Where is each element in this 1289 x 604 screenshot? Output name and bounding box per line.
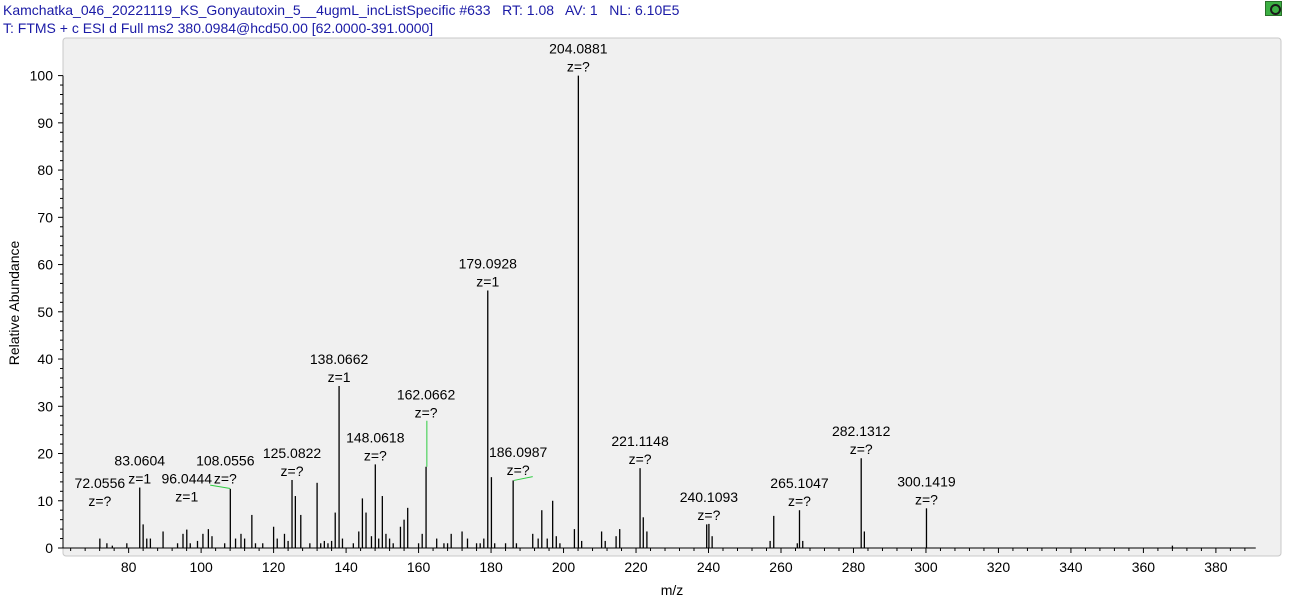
- peak-mz-label: 125.0822: [263, 445, 322, 461]
- peak-mz-label: 300.1419: [897, 473, 956, 489]
- peak-charge-label: z=1: [476, 274, 499, 290]
- peak-mz-label: 204.0881: [549, 41, 608, 57]
- peak-charge-label: z=?: [567, 59, 590, 75]
- x-tick-label: 140: [334, 559, 358, 575]
- peak-charge-label: z=1: [328, 369, 351, 385]
- peak-charge-label: z=?: [507, 462, 530, 478]
- y-tick-label: 40: [37, 351, 53, 367]
- x-tick-label: 300: [914, 559, 938, 575]
- peak-charge-label: z=?: [364, 447, 387, 463]
- x-tick-label: 120: [262, 559, 286, 575]
- y-tick-label: 10: [37, 493, 53, 509]
- x-tick-label: 100: [189, 559, 213, 575]
- x-tick-label: 280: [842, 559, 866, 575]
- peak-mz-label: 72.0556: [75, 475, 126, 491]
- y-tick-label: 100: [30, 68, 54, 84]
- y-tick-label: 70: [37, 209, 53, 225]
- y-axis-label: Relative Abundance: [6, 241, 22, 366]
- peak-charge-label: z=1: [128, 471, 151, 487]
- plot-area: [62, 37, 1282, 557]
- peak-mz-label: 240.1093: [680, 489, 739, 505]
- settings-gear-icon[interactable]: [1265, 1, 1282, 16]
- y-tick-label: 0: [45, 540, 53, 556]
- y-tick-label: 20: [37, 446, 53, 462]
- peak-mz-label: 148.0618: [346, 429, 405, 445]
- x-tick-label: 260: [769, 559, 793, 575]
- peak-charge-label: z=?: [788, 493, 811, 509]
- label-leader-line: [513, 476, 533, 481]
- peak-charge-label: z=?: [850, 441, 873, 457]
- peak-charge-label: z=?: [415, 404, 438, 420]
- y-tick-label: 90: [37, 115, 53, 131]
- x-axis-label: m/z: [661, 582, 684, 598]
- x-tick-label: 360: [1132, 559, 1156, 575]
- y-tick-label: 50: [37, 304, 53, 320]
- peak-mz-label: 221.1148: [611, 433, 669, 449]
- x-tick-label: 340: [1059, 559, 1083, 575]
- peak-charge-label: z=?: [629, 451, 652, 467]
- peak-mz-label: 108.0556: [196, 453, 255, 469]
- peak-charge-label: z=?: [697, 507, 720, 523]
- peak-mz-label: 83.0604: [114, 453, 165, 469]
- peak-charge-label: z=?: [915, 491, 938, 507]
- x-tick-label: 320: [987, 559, 1011, 575]
- peak-charge-label: z=1: [175, 488, 198, 504]
- x-tick-label: 240: [697, 559, 721, 575]
- y-tick-label: 80: [37, 162, 53, 178]
- y-tick-label: 60: [37, 257, 53, 273]
- peak-mz-label: 96.0444: [161, 470, 212, 486]
- peak-charge-label: z=?: [88, 493, 111, 509]
- y-tick-label: 30: [37, 398, 53, 414]
- x-tick-label: 380: [1204, 559, 1228, 575]
- x-tick-label: 160: [407, 559, 431, 575]
- scan-header-line1: Kamchatka_046_20221119_KS_Gonyautoxin_5_…: [3, 2, 680, 18]
- peak-mz-label: 162.0662: [397, 386, 456, 402]
- peak-mz-label: 138.0662: [310, 351, 369, 367]
- peak-mz-label: 186.0987: [489, 444, 548, 460]
- scan-header-line2: T: FTMS + c ESI d Full ms2 380.0984@hcd5…: [3, 20, 434, 36]
- label-leader-line: [210, 484, 231, 489]
- x-tick-label: 180: [479, 559, 503, 575]
- peak-charge-label: z=?: [281, 463, 304, 479]
- peak-mz-label: 265.1047: [770, 475, 829, 491]
- peak-charge-label: z=?: [214, 471, 237, 487]
- peak-mz-label: 179.0928: [459, 256, 518, 272]
- peak-mz-label: 282.1312: [832, 423, 891, 439]
- x-tick-label: 220: [624, 559, 648, 575]
- x-tick-label: 200: [552, 559, 576, 575]
- x-tick-label: 80: [121, 559, 137, 575]
